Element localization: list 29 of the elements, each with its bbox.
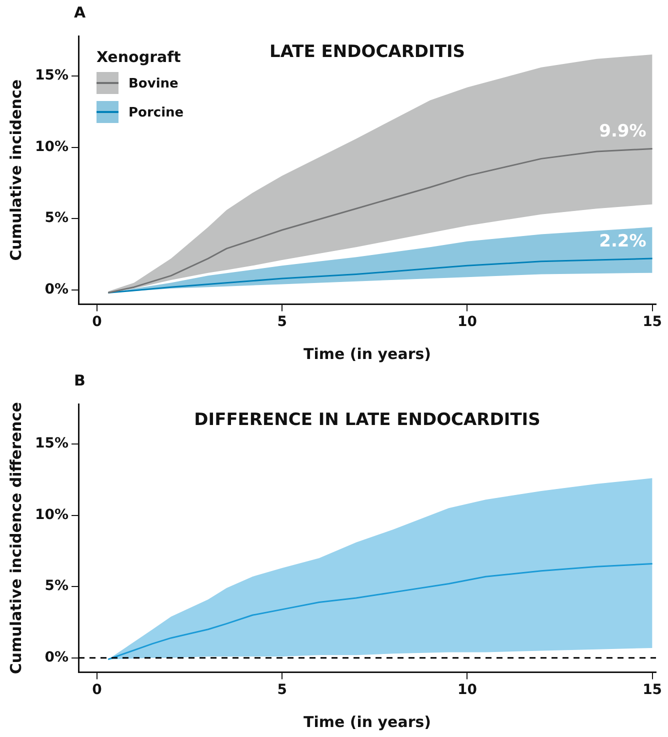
- y-tick-label: 15%: [34, 436, 69, 452]
- x-tick-label: 0: [92, 682, 102, 698]
- y-tick-label: 0%: [44, 650, 69, 666]
- legend-label: Porcine: [128, 105, 184, 120]
- x-tick-label: 5: [277, 314, 287, 330]
- y-tick-label: 15%: [34, 68, 69, 84]
- y-tick-label: 5%: [44, 578, 69, 594]
- y-tick-label: 10%: [34, 138, 69, 155]
- x-tick-label: 15: [642, 682, 662, 698]
- x-tick-label: 0: [92, 314, 102, 330]
- text: B: [74, 371, 86, 390]
- legend-label: Bovine: [128, 76, 179, 92]
- chart-title: DIFFERENCE IN LATE ENDOCARDITIS: [194, 410, 540, 430]
- y-tick-label: 10%: [34, 506, 69, 523]
- x-tick-label: 15: [642, 314, 662, 330]
- x-axis-title: Time (in years): [303, 344, 432, 363]
- text: A: [74, 3, 86, 22]
- y-tick-label: 0%: [44, 282, 69, 298]
- x-tick-label: 10: [457, 314, 478, 330]
- y-tick-label: 5%: [44, 210, 69, 226]
- chart-title: LATE ENDOCARDITIS: [269, 42, 466, 62]
- annotation: 9.9%: [599, 122, 646, 142]
- y-axis-title: Cumulative incidence difference: [6, 402, 25, 674]
- legend-title: Xenograft: [96, 48, 181, 66]
- x-axis-title: Time (in years): [303, 712, 432, 731]
- annotation: 2.2%: [599, 231, 646, 252]
- x-tick-label: 10: [457, 682, 478, 698]
- y-axis-title: Cumulative incidence: [6, 79, 25, 261]
- x-tick-label: 5: [277, 682, 287, 698]
